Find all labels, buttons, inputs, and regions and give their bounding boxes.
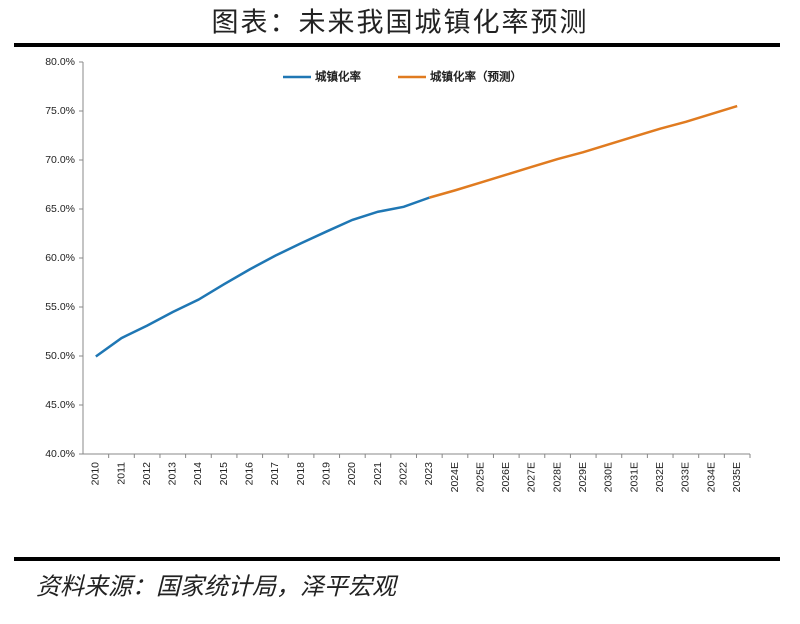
y-tick-label: 45.0%	[45, 399, 75, 411]
x-tick-label: 2011	[115, 462, 127, 485]
y-tick-label: 55.0%	[45, 301, 75, 313]
x-tick-label: 2012	[141, 462, 153, 486]
x-tick-label: 2023	[423, 462, 435, 486]
x-tick-label: 2029E	[577, 462, 589, 492]
source-rule	[14, 557, 780, 561]
x-tick-label: 2018	[295, 462, 307, 486]
x-tick-label: 2020	[346, 462, 358, 486]
x-tick-label: 2024E	[449, 462, 461, 492]
legend-label: 城镇化率	[315, 70, 361, 84]
x-tick-label: 2035E	[731, 462, 743, 492]
x-tick-label: 2019	[320, 462, 332, 486]
x-tick-label: 2015	[218, 462, 230, 486]
x-tick-label: 2021	[372, 462, 384, 486]
x-tick-label: 2031E	[628, 462, 640, 492]
y-tick-label: 80.0%	[45, 56, 75, 68]
x-tick-label: 2033E	[680, 462, 692, 492]
x-tick-label: 2032E	[654, 462, 666, 492]
title-rule	[14, 43, 780, 47]
x-tick-label: 2034E	[705, 462, 717, 492]
x-tick-label: 2027E	[526, 462, 538, 492]
y-tick-label: 60.0%	[45, 252, 75, 264]
x-tick-label: 2017	[269, 462, 281, 486]
line-series	[95, 196, 430, 358]
y-tick-label: 70.0%	[45, 154, 75, 166]
legend-label: 城镇化率（预测）	[430, 70, 522, 84]
x-tick-label: 2013	[167, 462, 179, 486]
x-tick-label: 2022	[397, 462, 409, 486]
y-tick-label: 50.0%	[45, 350, 75, 362]
y-tick-label: 65.0%	[45, 203, 75, 215]
x-tick-label: 2025E	[474, 462, 486, 492]
x-tick-label: 2030E	[603, 462, 615, 492]
x-tick-label: 2010	[90, 462, 102, 486]
line-series	[428, 104, 738, 199]
x-tick-label: 2028E	[551, 462, 563, 492]
x-tick-label: 2026E	[500, 462, 512, 492]
chart-title: 图表：未来我国城镇化率预测	[212, 8, 589, 39]
x-tick-label: 2016	[244, 462, 256, 486]
y-tick-label: 40.0%	[45, 448, 75, 460]
x-tick-label: 2014	[192, 462, 204, 486]
source-note: 资料来源：国家统计局，泽平宏观	[36, 573, 399, 601]
y-tick-label: 75.0%	[45, 105, 75, 117]
